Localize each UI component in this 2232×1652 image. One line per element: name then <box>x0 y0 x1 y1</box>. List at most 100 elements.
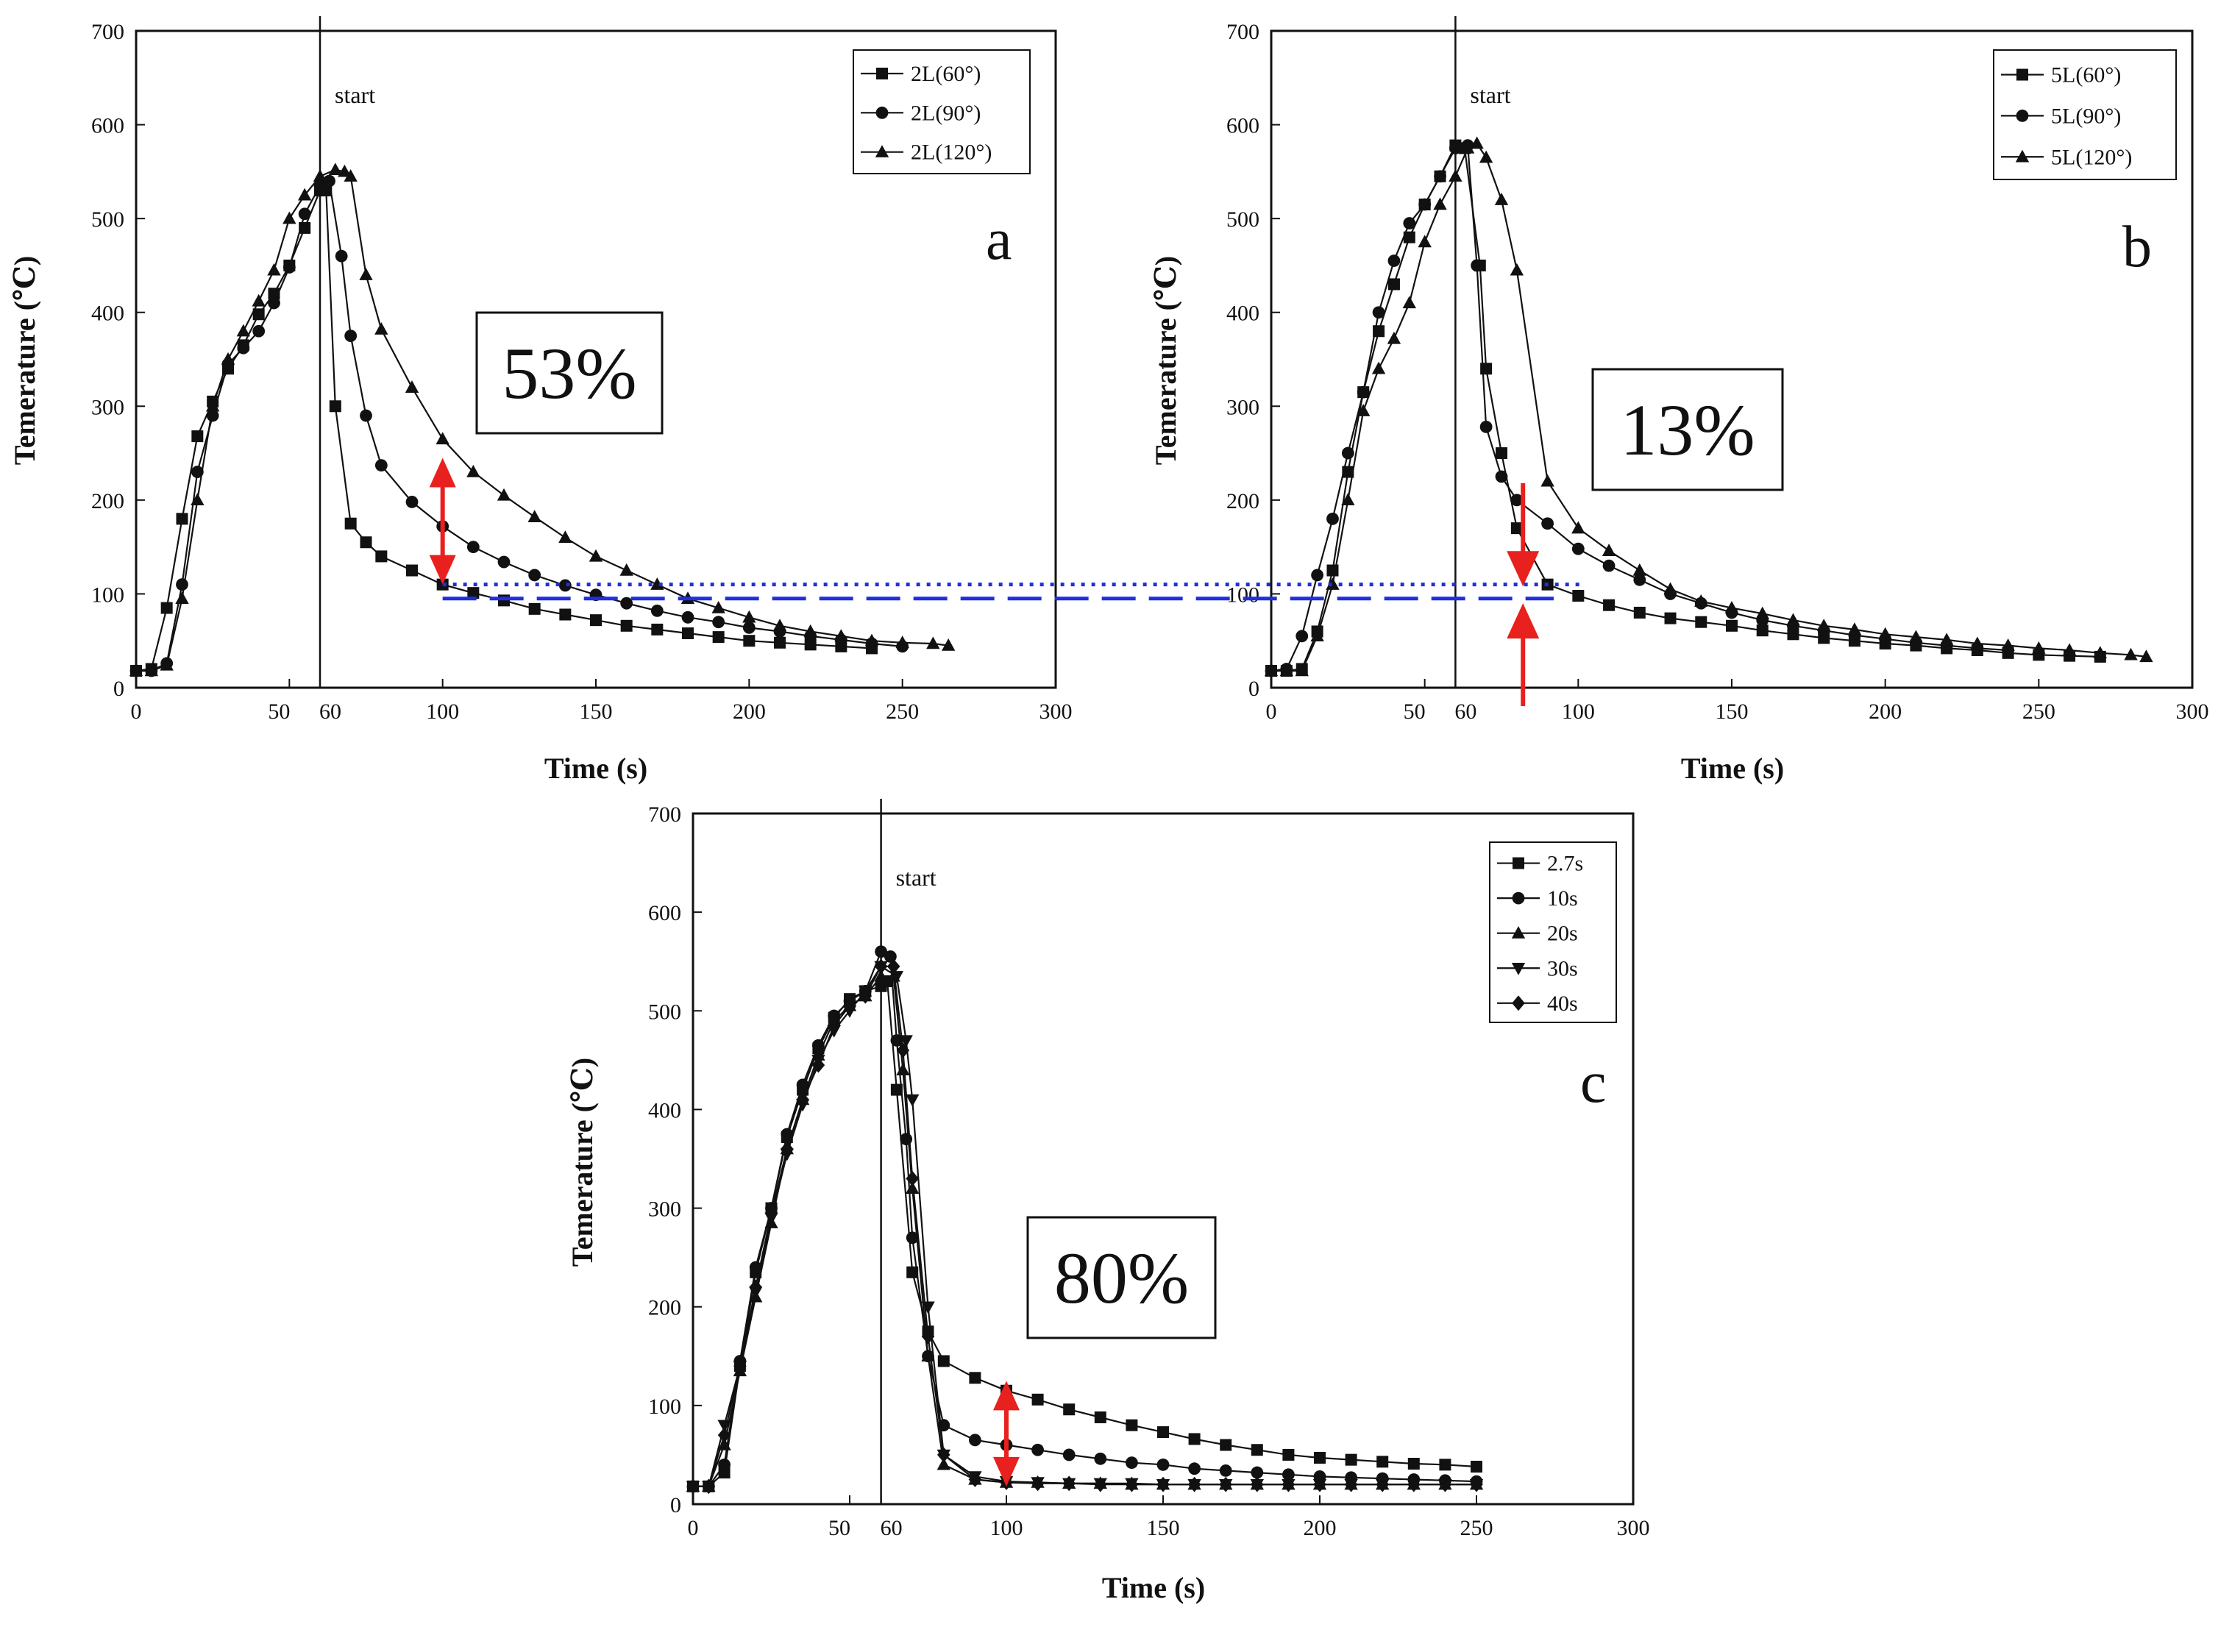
panel-c-series-3-point <box>906 1094 920 1107</box>
panel-c-series-4-point <box>827 1018 841 1033</box>
panel-c-series-4-point <box>859 988 872 1004</box>
panel-b-series-2-point <box>1326 577 1340 590</box>
panel-c-legend-label-3: 30s <box>1547 956 1578 980</box>
panel-b-series-2-point <box>1571 521 1585 534</box>
panel-a-series-0-point <box>375 550 388 563</box>
panel-b-legend-marker <box>2015 149 2030 163</box>
panel-a-series-1-point <box>620 597 633 610</box>
panel-a-series-1-point <box>374 459 388 472</box>
panel-b-series-2-point <box>1510 263 1524 276</box>
panel-a-letter: a <box>986 207 1012 272</box>
panel-c-series-4-point <box>1219 1476 1232 1492</box>
panel-b-series-0-point <box>1756 624 1769 637</box>
panel-a-series-1-point <box>528 569 541 582</box>
panel-a-series-2-point <box>236 324 251 337</box>
panel-a-series-2-point <box>221 352 235 365</box>
panel-a-series-2-point <box>374 322 388 335</box>
panel-a-series-1-point <box>681 610 694 624</box>
panel-c-series-4-point <box>921 1328 935 1345</box>
panel-c-series-0-point <box>1439 1459 1451 1471</box>
panel-c-series-0-point <box>1314 1451 1326 1464</box>
panel-b-series-1-point <box>1341 446 1354 460</box>
panel-b-series-2-point <box>1724 600 1739 613</box>
panel-a-series-1-point <box>206 409 219 422</box>
panel-c-y-tick-label: 700 <box>648 802 681 827</box>
panel-c-legend-marker <box>1512 995 1525 1011</box>
panel-c-percent-box <box>1026 1216 1217 1339</box>
panel-c-series-0-point <box>1376 1456 1389 1468</box>
panel-c-series-0-point <box>1282 1448 1295 1461</box>
panel-a-y-tick-label: 100 <box>91 583 124 607</box>
panel-c-series-4-point <box>1094 1476 1107 1492</box>
panel-c-series-1-point <box>1031 1443 1044 1456</box>
panel-b-series-0-point <box>1510 522 1523 535</box>
panel-b-series-1-point <box>1387 254 1401 267</box>
panel-c-series-4-point <box>874 958 888 975</box>
panel-b-series-0-point <box>1603 599 1616 611</box>
panel-a-series-2-point <box>527 510 541 523</box>
panel-b-series-2-point <box>1540 474 1554 487</box>
panel-c-series-4-point <box>764 1205 778 1221</box>
panel-c-x-tick-label: 60 <box>881 1516 903 1540</box>
panel-a-series-2-point <box>344 169 358 182</box>
panel-c-letter: c <box>1580 1050 1607 1115</box>
panel-b-letter: b <box>2122 215 2152 280</box>
panel-c-series-0-point <box>1220 1439 1232 1451</box>
panel-c-series-4-point <box>1282 1476 1296 1492</box>
panel-a: a Time (s) Temerature (℃) start 53% 2L(6… <box>8 16 1073 785</box>
panel-c-y-tick-label: 600 <box>648 901 681 925</box>
panel-a-legend: 2L(60°) 2L(90°) 2L(120°) <box>853 49 1031 174</box>
panel-b-series-2-point <box>1341 493 1355 506</box>
panel-a-y-tick-label: 700 <box>91 20 124 44</box>
panel-b-series-2-point <box>2139 649 2153 663</box>
panel-a-series-2-point <box>589 549 603 562</box>
panel-b-series-0-point <box>1387 278 1400 291</box>
panel-c-series-0-point <box>906 1266 919 1278</box>
panel-a-series-0-point <box>743 635 756 647</box>
panel-a-series-0-point <box>804 638 817 651</box>
panel-a-series-2-point <box>267 263 281 276</box>
panel-a-series-2-point <box>328 163 343 176</box>
panel-a-series-2-point <box>895 635 909 648</box>
panel-a-start-label: start <box>335 82 375 108</box>
panel-a-series-1-point <box>712 616 725 629</box>
panel-b-x-tick-label: 150 <box>1716 699 1749 724</box>
panel-c-series-3-point <box>899 1035 913 1048</box>
panel-a-series-0-point <box>498 594 510 607</box>
panel-c-series-0-point <box>1188 1433 1201 1445</box>
panel-c-series-1-point <box>1062 1448 1076 1461</box>
panel-b-series-2-point <box>1847 622 1862 635</box>
panel-b-series-1-point <box>1296 630 1309 643</box>
cross-panel-reference-lines <box>442 583 1585 601</box>
panel-c-series-0-point <box>890 1083 903 1096</box>
panel-a-y-axis-label: Temerature (℃) <box>8 256 41 466</box>
panel-c-series-2-point <box>936 1457 950 1470</box>
panel-c-x-tick-label: 100 <box>990 1516 1023 1540</box>
panel-b-series-0-point <box>1633 606 1646 619</box>
panel-c-series-4-point <box>1187 1476 1201 1492</box>
panel-a-x-tick-label: 150 <box>580 699 613 724</box>
panel-a-ticks: 0 50 60 100 150 200 250 300 0 100 200 300 400 500 600 7… <box>91 20 1073 724</box>
panel-c-difference-arrow-head-down <box>993 1456 1020 1487</box>
panel-c-difference-arrow-head-up <box>993 1381 1020 1411</box>
panel-c-x-tick-label: 200 <box>1304 1516 1337 1540</box>
panel-a-series-2-point <box>864 633 879 647</box>
panel-a-series-1-point <box>335 249 348 263</box>
panel-c-y-tick-label: 0 <box>670 1493 681 1517</box>
panel-a-series-2-point <box>650 577 664 590</box>
panel-c-series-1-point <box>875 945 887 958</box>
panel-a-series-1-point <box>466 541 480 554</box>
panel-b-x-tick-label: 0 <box>1266 699 1277 724</box>
panel-b-series-2-point <box>1878 627 1892 640</box>
panel-b-series-1-point <box>1311 569 1323 582</box>
panel-b-y-tick-label: 300 <box>1226 395 1259 419</box>
panel-a-series-0-point <box>329 400 341 413</box>
panel-b-series-2-point <box>1310 629 1324 642</box>
panel-a-series-2-point <box>619 563 633 576</box>
panel-b-series-2-point <box>2124 647 2138 661</box>
panel-b-legend: 5L(60°) 5L(90°) 5L(120°) <box>1993 49 2177 180</box>
panel-b-series-0-point <box>1664 612 1677 624</box>
panel-b-series-0-point <box>1496 447 1507 460</box>
panel-b-series-1-point <box>1372 306 1385 319</box>
panel-a-y-tick-label: 300 <box>91 395 124 419</box>
